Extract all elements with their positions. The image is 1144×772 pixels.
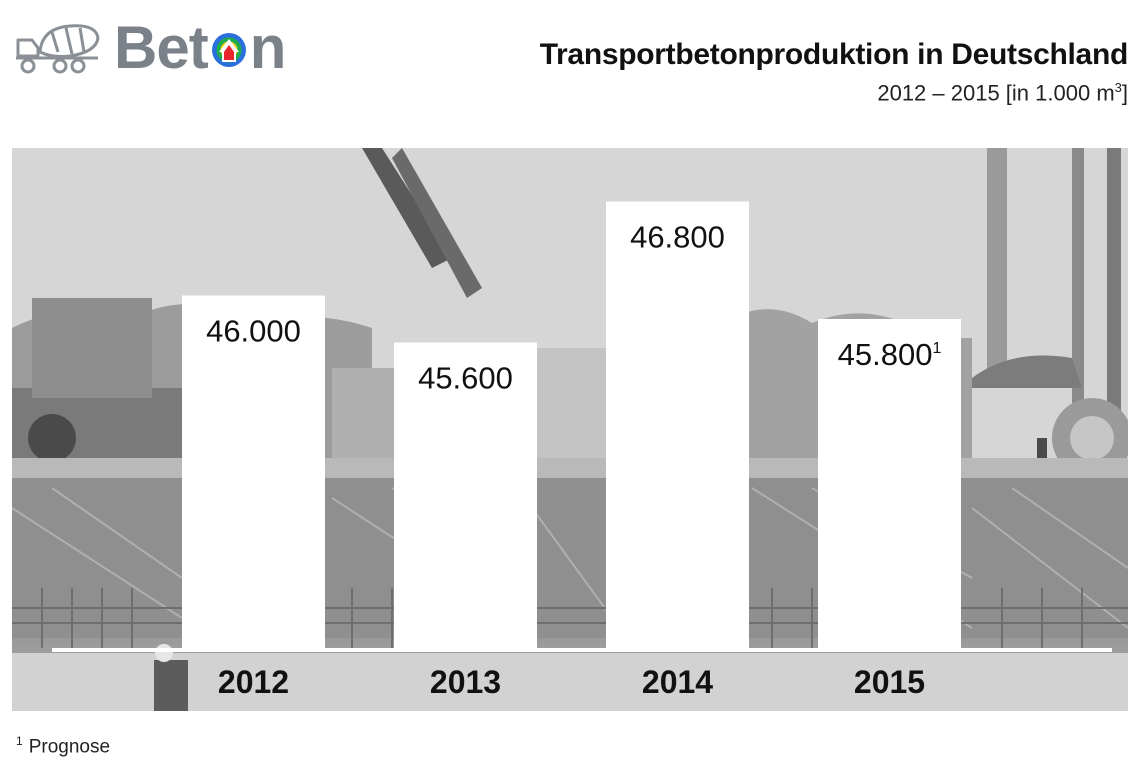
logo-wordmark: Bet n (114, 14, 287, 82)
construction-site-photo: 46.000 2012 45.600 2013 46.800 2014 45.8001 201… (12, 148, 1128, 711)
subtitle-main: 2012 – 2015 [in 1.000 m (877, 80, 1115, 106)
category-label-2013: 2013 (430, 664, 501, 700)
footnote-marker: 1 (16, 734, 23, 748)
value-label-2012: 46.000 (206, 314, 301, 349)
concrete-mixer-truck-icon (16, 24, 100, 74)
bar-chart: 46.000 2012 45.600 2013 46.800 2014 45.8001 201… (52, 201, 1112, 700)
value-label-2014: 46.800 (630, 220, 725, 255)
category-label-2012: 2012 (218, 664, 289, 700)
logo-text-b: n (249, 14, 287, 81)
bar-2014 (606, 201, 749, 648)
chart-subtitle: 2012 – 2015 [in 1.000 m3] (877, 80, 1128, 106)
bar-2013 (394, 342, 537, 648)
subtitle-superscript: 3 (1114, 80, 1122, 95)
category-label-2014: 2014 (642, 664, 713, 700)
footnote: 1 Prognose (16, 734, 110, 758)
category-label-2015: 2015 (854, 664, 925, 700)
subtitle-end: ] (1121, 80, 1128, 106)
value-label-2013: 45.600 (418, 361, 513, 396)
bar-2012 (182, 295, 325, 648)
chart-title: Transportbetonproduktion in Deutschland (539, 38, 1129, 71)
bar-2015 (818, 319, 961, 648)
value-label-2015: 45.8001 (838, 337, 942, 372)
logo-text-a: Bet (114, 14, 209, 81)
logo-house-o-icon (211, 33, 246, 67)
header: Bet n Transportbetonproduktion in Deutsch… (0, 0, 1144, 140)
footnote-text: Prognose (28, 736, 111, 758)
